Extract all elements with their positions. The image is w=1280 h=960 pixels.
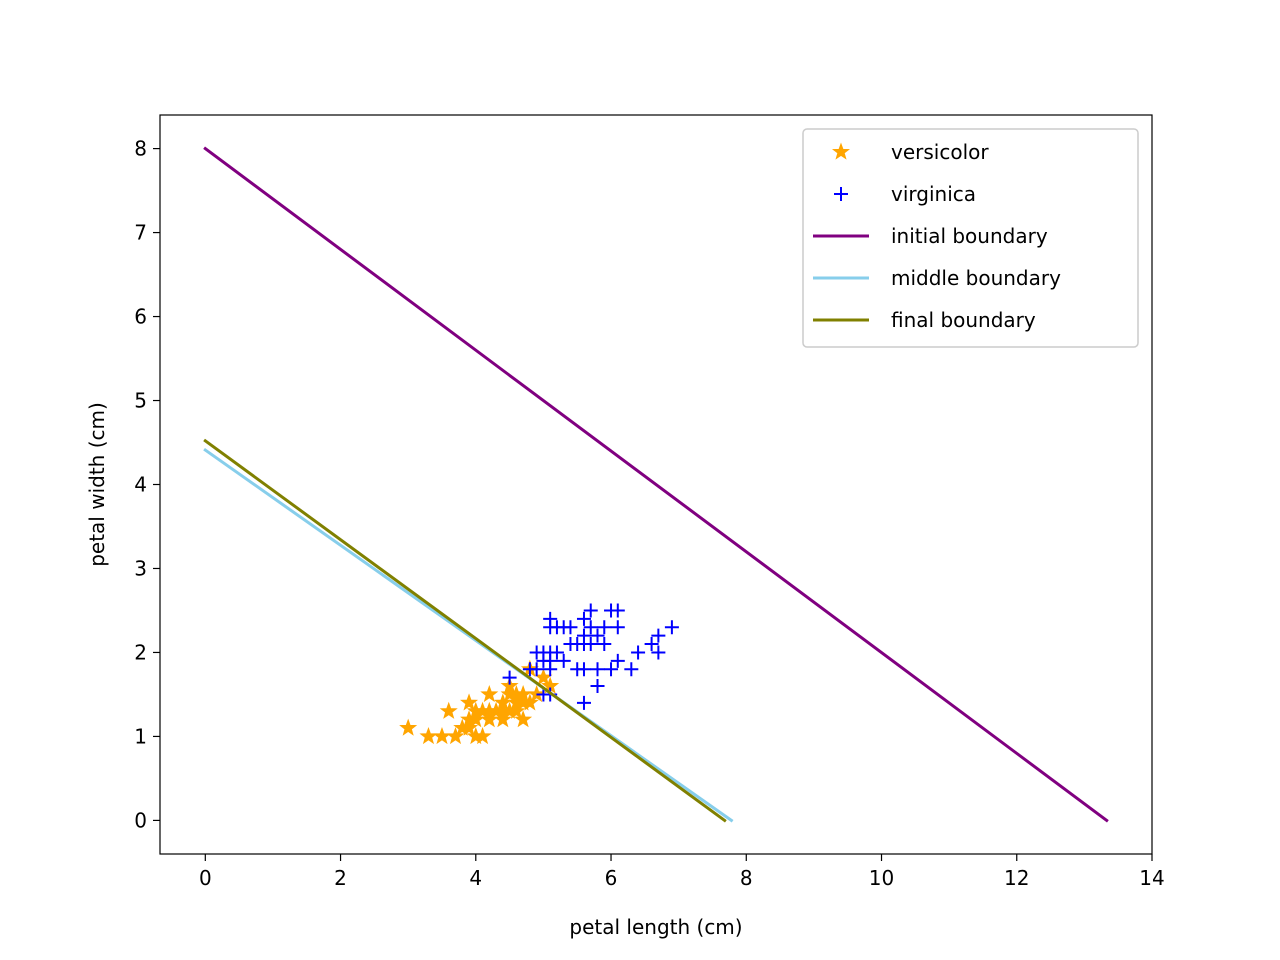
virginica-point — [624, 662, 639, 677]
middle-boundary-line — [203, 447, 734, 823]
virginica-point — [556, 653, 571, 668]
final-boundary-line — [203, 438, 727, 823]
y-tick-label: 5 — [134, 389, 147, 413]
series-initial-boundary — [203, 146, 1109, 823]
x-tick-label: 10 — [869, 866, 894, 890]
y-tick-label: 3 — [134, 556, 147, 580]
virginica-point — [583, 637, 598, 652]
legend-item-initial-boundary: initial boundary — [813, 224, 1048, 248]
y-tick-label: 6 — [134, 305, 147, 329]
legend-item-final-boundary: final boundary — [813, 308, 1036, 332]
x-tick-label: 12 — [1004, 866, 1029, 890]
virginica-point — [610, 603, 625, 618]
virginica-point — [597, 620, 612, 635]
legend-label: final boundary — [891, 308, 1036, 332]
virginica-point — [590, 662, 605, 677]
versicolor-point — [514, 710, 533, 728]
y-tick-label: 2 — [134, 640, 147, 664]
versicolor-point — [439, 701, 458, 719]
series-virginica — [502, 603, 679, 710]
y-tick-label: 4 — [134, 473, 147, 497]
virginica-point — [651, 628, 666, 643]
plot-marks — [203, 146, 1109, 823]
y-axis: 0 1 2 3 4 5 6 7 8 — [134, 137, 160, 832]
virginica-point — [651, 645, 666, 660]
y-tick-label: 8 — [134, 137, 147, 161]
series-final-boundary — [203, 438, 727, 823]
x-tick-label: 8 — [740, 866, 753, 890]
virginica-point — [576, 611, 591, 626]
y-axis-label: petal width (cm) — [85, 402, 109, 567]
versicolor-point — [473, 726, 492, 745]
virginica-point — [604, 662, 619, 677]
versicolor-point — [493, 710, 512, 728]
legend-label: virginica — [891, 182, 976, 206]
virginica-point — [631, 645, 646, 660]
x-axis-label: petal length (cm) — [569, 915, 742, 939]
virginica-point — [644, 637, 659, 652]
virginica-point — [529, 662, 544, 677]
legend-item-versicolor: versicolor — [831, 140, 989, 164]
virginica-point — [502, 670, 517, 685]
virginica-point — [664, 620, 679, 635]
virginica-point — [590, 628, 605, 643]
x-tick-label: 0 — [199, 866, 212, 890]
legend-label: middle boundary — [891, 266, 1061, 290]
y-tick-label: 0 — [134, 808, 147, 832]
x-tick-label: 4 — [469, 866, 482, 890]
virginica-point — [590, 679, 605, 694]
legend-label: initial boundary — [891, 224, 1048, 248]
x-tick-label: 14 — [1139, 866, 1164, 890]
y-tick-label: 7 — [134, 221, 147, 245]
versicolor-point — [460, 718, 479, 736]
legend: versicolor virginica initial boundary middl… — [802, 128, 1139, 348]
versicolor-point — [520, 693, 539, 711]
virginica-point — [597, 637, 612, 652]
legend-box — [802, 128, 1139, 348]
virginica-point — [576, 662, 591, 677]
y-tick-label: 1 — [134, 724, 147, 748]
virginica-point — [576, 695, 591, 710]
x-axis: 0 2 4 6 8 10 12 14 — [199, 854, 1165, 890]
virginica-point — [610, 620, 625, 635]
initial-boundary-line — [203, 146, 1109, 823]
versicolor-point — [480, 684, 499, 703]
virginica-point — [610, 653, 625, 668]
versicolor-point — [460, 693, 479, 711]
virginica-point — [563, 620, 578, 635]
versicolor-point — [399, 718, 418, 736]
x-tick-label: 6 — [605, 866, 618, 890]
versicolor-point — [500, 676, 519, 694]
virginica-point — [583, 620, 598, 635]
virginica-point — [576, 628, 591, 643]
series-middle-boundary — [203, 447, 734, 823]
versicolor-point — [507, 701, 526, 719]
virginica-point — [549, 645, 564, 660]
legend-swatch — [831, 142, 851, 160]
legend-item-middle-boundary: middle boundary — [813, 266, 1061, 290]
x-tick-label: 2 — [334, 866, 347, 890]
series-versicolor — [399, 659, 560, 745]
legend-swatch — [834, 187, 848, 201]
virginica-point — [583, 603, 598, 618]
virginica-point — [543, 611, 558, 626]
legend-item-virginica: virginica — [834, 182, 976, 206]
legend-label: versicolor — [891, 140, 989, 164]
versicolor-point — [446, 726, 465, 745]
versicolor-point — [534, 668, 553, 686]
